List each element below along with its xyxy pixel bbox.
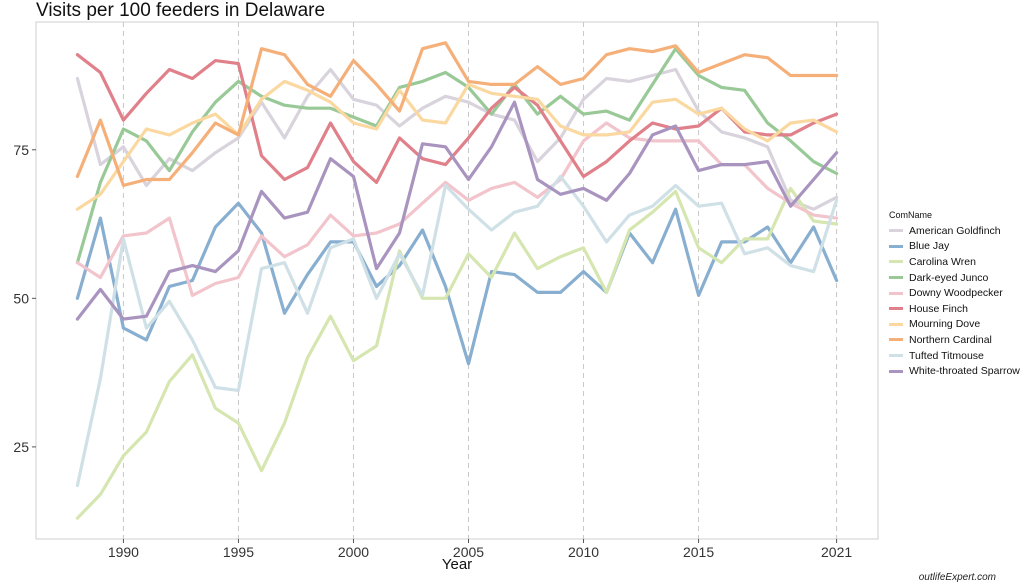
x-tick-label: 1995 — [223, 544, 254, 560]
chart-title: Visits per 100 feeders in Delaware — [36, 0, 326, 21]
legend-swatch — [889, 338, 903, 342]
series-lines — [75, 41, 839, 520]
y-tick-label: 75 — [13, 142, 29, 158]
legend-item-tufted-titmouse: Tufted Titmouse — [889, 348, 1020, 364]
x-tick-label: 2021 — [821, 544, 852, 560]
legend-item-northern-cardinal: Northern Cardinal — [889, 332, 1020, 348]
legend-title: ComName — [889, 210, 933, 220]
legend-swatch — [889, 354, 903, 358]
legend-swatch — [889, 276, 903, 280]
legend-swatch — [889, 229, 903, 233]
x-axis-ticks: 1990 1995 2000 2005 2010 2015 2021 — [108, 539, 852, 560]
x-tick-label: 2010 — [568, 544, 599, 560]
legend-label: Mourning Dove — [909, 318, 981, 331]
series-line-northern-cardinal — [75, 41, 839, 187]
y-axis-ticks: 25 50 75 — [13, 142, 36, 455]
legend-item-house-finch: House Finch — [889, 301, 1020, 317]
legend-item-blue-jay: Blue Jay — [889, 239, 1020, 255]
x-tick-label: 2015 — [683, 544, 714, 560]
legend-label: Carolina Wren — [909, 255, 976, 268]
plot-panel — [35, 21, 879, 540]
watermark: outlifeExpert.com — [918, 572, 996, 583]
series-line-carolina-wren — [75, 186, 839, 520]
legend-item-white-throated-sparrow: White-throated Sparrow — [889, 363, 1020, 379]
legend-swatch — [889, 369, 903, 373]
legend-label: American Goldfinch — [909, 224, 1001, 237]
legend-swatch — [889, 244, 903, 248]
legend-item-downy-woodpecker: Downy Woodpecker — [889, 285, 1020, 301]
legend-items: American Goldfinch Blue Jay Carolina Wren D… — [889, 223, 1020, 379]
legend-label: White-throated Sparrow — [909, 365, 1020, 378]
legend-label: Northern Cardinal — [909, 333, 992, 346]
legend-swatch — [889, 322, 903, 326]
legend-swatch — [889, 291, 903, 295]
legend-label: Tufted Titmouse — [909, 349, 984, 362]
series-line-downy-woodpecker — [75, 121, 839, 297]
legend-swatch — [889, 260, 903, 264]
legend-swatch — [889, 307, 903, 311]
legend-item-american-goldfinch: American Goldfinch — [889, 223, 1020, 239]
x-tick-label: 1990 — [108, 544, 139, 560]
series-line-white-throated-sparrow — [75, 100, 839, 321]
series-line-house-finch — [75, 53, 839, 184]
y-tick-label: 50 — [13, 290, 29, 306]
x-tick-label: 2000 — [338, 544, 369, 560]
legend-item-mourning-dove: Mourning Dove — [889, 317, 1020, 333]
legend-label: Dark-eyed Junco — [909, 271, 989, 284]
series-line-mourning-dove — [75, 79, 839, 211]
series-line-american-goldfinch — [75, 67, 839, 211]
legend-item-carolina-wren: Carolina Wren — [889, 254, 1020, 270]
legend-label: Blue Jay — [909, 240, 950, 253]
series-line-tufted-titmouse — [75, 174, 839, 488]
series-line-blue-jay — [75, 201, 839, 366]
x-tick-label: 2005 — [453, 544, 484, 560]
x-axis-title: Year — [442, 556, 472, 573]
legend: ComName American Goldfinch Blue Jay Caroli… — [889, 210, 1020, 379]
legend-label: House Finch — [909, 302, 968, 315]
legend-item-dark-eyed-junco: Dark-eyed Junco — [889, 270, 1020, 286]
legend-label: Downy Woodpecker — [909, 287, 1003, 300]
y-tick-label: 25 — [13, 439, 29, 455]
